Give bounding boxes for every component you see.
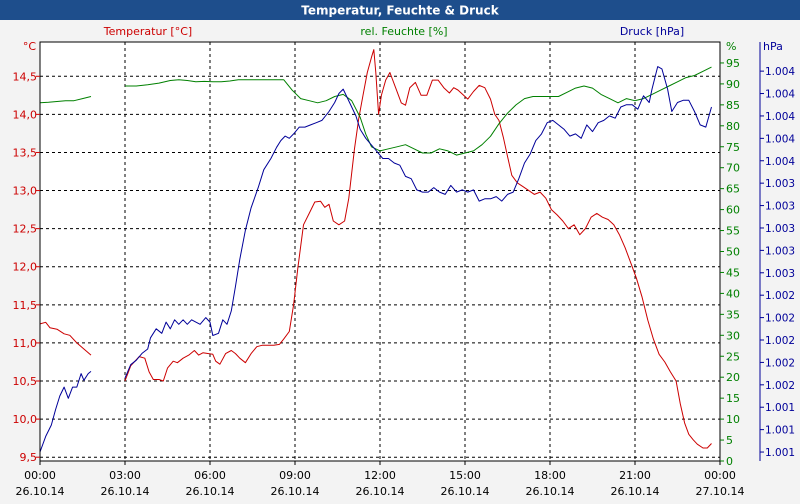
humidity-unit: % (726, 40, 736, 53)
x-tick-time-label: 15:00 (449, 469, 481, 482)
temperature-tick-label: 11,0 (13, 337, 38, 350)
pressure-tick-label: 1.001 (765, 402, 795, 414)
pressure-series-line (124, 66, 712, 379)
temperature-tick-label: 13,5 (13, 146, 38, 159)
pressure-tick-label: 1.002 (765, 357, 795, 369)
temperature-tick-label: 14,0 (13, 108, 38, 121)
temperature-tick-label: 12,5 (13, 223, 38, 236)
x-tick-time-label: 12:00 (364, 469, 396, 482)
x-tick-time-label: 18:00 (534, 469, 566, 482)
pressure-tick-label: 1.004 (765, 66, 795, 78)
pressure-tick-label: 1.003 (765, 268, 795, 280)
x-tick-time-label: 00:00 (24, 469, 56, 482)
temperature-tick-label: 13,0 (13, 185, 38, 198)
pressure-tick-label: 1.002 (765, 313, 795, 325)
x-tick-time-label: 03:00 (109, 469, 141, 482)
humidity-tick-label: 35 (726, 308, 740, 321)
humidity-tick-label: 50 (726, 246, 740, 259)
title-bar (0, 0, 800, 20)
x-tick-date-label: 26.10.14 (271, 485, 320, 498)
humidity-tick-label: 45 (726, 266, 740, 279)
temperature-axis: °C Temperatur [°C] 9,5 10,0 10,5 11,0 11,5 12… (13, 25, 193, 464)
humidity-tick-label: 90 (726, 78, 740, 91)
pressure-tick-label: 1.001 (765, 425, 795, 437)
x-tick-time-label: 06:00 (194, 469, 226, 482)
humidity-tick-label: 30 (726, 329, 740, 342)
pressure-tick-label: 1.003 (765, 245, 795, 257)
humidity-series-line (39, 96, 92, 104)
humidity-tick-label: 40 (726, 287, 740, 300)
chart-title: Temperatur, Feuchte & Druck (301, 4, 499, 18)
humidity-tick-label: 15 (726, 392, 740, 405)
temperature-tick-label: 14,5 (13, 70, 38, 83)
x-tick-time-label: 00:00 (704, 469, 736, 482)
x-tick-time-label: 09:00 (279, 469, 311, 482)
temperature-tick-label: 11,5 (13, 299, 38, 312)
temperature-unit: °C (23, 40, 37, 53)
pressure-tick-label: 1.002 (765, 335, 795, 347)
x-tick-date-label: 26.10.14 (526, 485, 575, 498)
humidity-tick-label: 55 (726, 225, 740, 238)
pressure-axis-label: Druck [hPa] (620, 25, 684, 38)
humidity-tick-label: 10 (726, 413, 740, 426)
temperature-tick-label: 12,0 (13, 261, 38, 274)
humidity-tick-label: 20 (726, 371, 740, 384)
grid (40, 42, 720, 461)
pressure-tick-label: 1.003 (765, 178, 795, 190)
humidity-tick-label: 0 (726, 455, 733, 468)
pressure-axis: hPa Druck [hPa] 1.001 1.001 1.001 1.002 1.00… (620, 25, 795, 461)
x-tick-date-label: 26.10.14 (186, 485, 235, 498)
temperature-tick-label: 10,0 (13, 413, 38, 426)
pressure-tick-label: 1.004 (765, 89, 795, 101)
humidity-tick-label: 80 (726, 120, 740, 133)
temperature-axis-label: Temperatur [°C] (103, 25, 192, 38)
humidity-tick-label: 95 (726, 57, 740, 70)
pressure-tick-label: 1.004 (765, 156, 795, 168)
pressure-tick-label: 1.003 (765, 201, 795, 213)
temperature-tick-label: 10,5 (13, 375, 38, 388)
pressure-tick-label: 1.004 (765, 133, 795, 145)
temperature-series-line (39, 321, 92, 356)
humidity-tick-label: 25 (726, 350, 740, 363)
x-axis: 00:00 26.10.14 03:00 26.10.14 06:00 26.10.14 0… (16, 461, 745, 498)
humidity-axis: % rel. Feuchte [%] 0 5 10 15 20 25 30 35 40 45 50 5… (360, 25, 740, 468)
humidity-tick-label: 5 (726, 434, 733, 447)
humidity-tick-label: 75 (726, 141, 740, 154)
pressure-tick-label: 1.002 (765, 380, 795, 392)
humidity-tick-label: 65 (726, 183, 740, 196)
x-tick-date-label: 26.10.14 (101, 485, 150, 498)
series-group (39, 49, 712, 453)
x-tick-date-label: 26.10.14 (441, 485, 490, 498)
temperature-series-line (124, 49, 712, 449)
pressure-tick-label: 1.001 (765, 447, 795, 459)
humidity-axis-label: rel. Feuchte [%] (360, 25, 447, 38)
temperature-tick-label: 9,5 (20, 451, 38, 464)
x-tick-date-label: 27.10.14 (696, 485, 745, 498)
x-tick-date-label: 26.10.14 (611, 485, 660, 498)
humidity-tick-label: 60 (726, 204, 740, 217)
pressure-series-line (39, 371, 92, 453)
x-tick-date-label: 26.10.14 (16, 485, 65, 498)
pressure-tick-label: 1.003 (765, 223, 795, 235)
humidity-tick-label: 85 (726, 99, 740, 112)
x-tick-time-label: 21:00 (619, 469, 651, 482)
x-tick-date-label: 26.10.14 (356, 485, 405, 498)
pressure-unit: hPa (763, 40, 783, 53)
pressure-tick-label: 1.002 (765, 290, 795, 302)
humidity-series-line (125, 66, 712, 156)
pressure-tick-label: 1.004 (765, 111, 795, 123)
humidity-tick-label: 70 (726, 162, 740, 175)
